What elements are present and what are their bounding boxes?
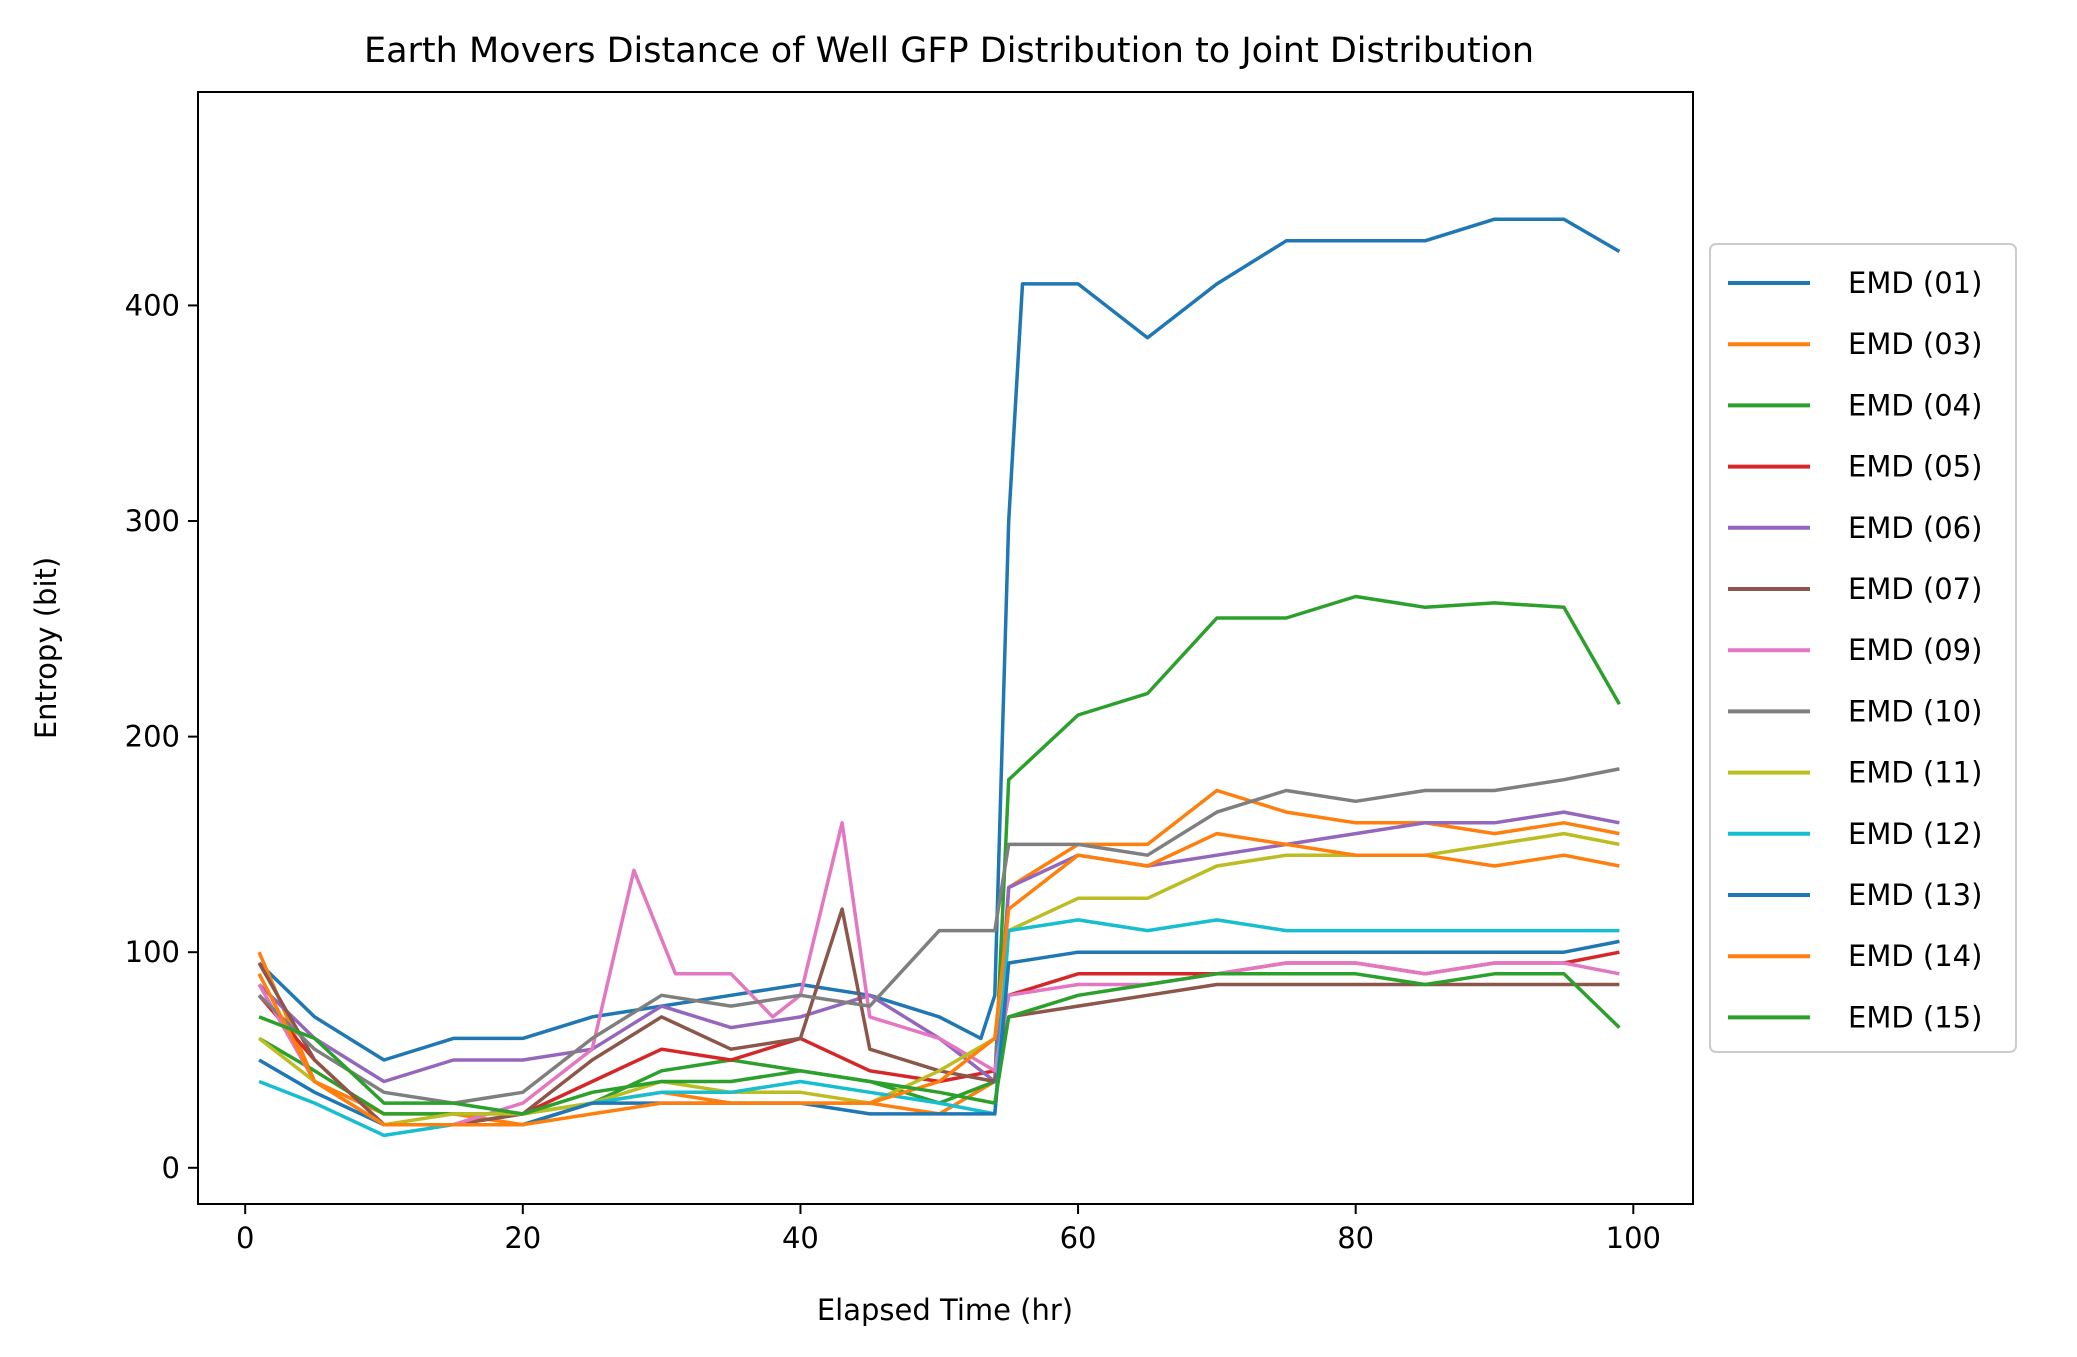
legend-entry: EMD (07) — [1848, 572, 1982, 606]
series-layer — [257, 217, 1621, 1138]
x-tick-label: 40 — [782, 1221, 819, 1255]
x-tick-label: 60 — [1060, 1221, 1097, 1255]
series-line — [257, 217, 1621, 1062]
y-tick-label: 100 — [125, 935, 180, 969]
legend-entry: EMD (04) — [1848, 388, 1982, 422]
series-line — [257, 788, 1620, 1127]
legend-entry: EMD (06) — [1848, 511, 1982, 545]
series-line — [258, 939, 1620, 1127]
legend-entry: EMD (09) — [1848, 633, 1982, 667]
x-tick-label: 100 — [1606, 1221, 1661, 1255]
y-tick-label: 400 — [125, 288, 180, 322]
y-tick-label: 300 — [125, 504, 180, 538]
series-line — [257, 821, 1620, 1127]
series-line — [257, 831, 1620, 1127]
legend: EMD (01) EMD (03) EMD (04) EMD (05) EMD (06)… — [1709, 243, 2017, 1053]
legend-entry: EMD (10) — [1848, 694, 1982, 728]
chart-title: Earth Movers Distance of Well GFP Distri… — [364, 31, 1534, 71]
legend-entry: EMD (15) — [1848, 1000, 1982, 1034]
y-axis-label: Entropy (bit) — [29, 557, 63, 739]
legend-entry: EMD (03) — [1848, 327, 1982, 361]
legend-entry: EMD (12) — [1848, 817, 1982, 851]
legend-frame — [1709, 243, 2017, 1053]
x-tick-label: 20 — [504, 1221, 541, 1255]
legend-entry: EMD (01) — [1848, 266, 1982, 300]
x-tick-label: 0 — [236, 1221, 254, 1255]
legend-entry: EMD (05) — [1848, 450, 1982, 484]
x-tick-label: 80 — [1337, 1221, 1374, 1255]
series-line — [257, 767, 1620, 1105]
legend-entry: EMD (11) — [1848, 756, 1982, 790]
plot-frame — [197, 91, 1694, 1205]
series-line — [257, 810, 1620, 1084]
y-tick-label: 200 — [125, 720, 180, 754]
legend-entry: EMD (13) — [1848, 878, 1982, 912]
series-line — [258, 972, 1621, 1116]
y-axis: 0 100 200 300 400 — [125, 288, 198, 1185]
legend-entry: EMD (14) — [1848, 939, 1982, 973]
y-tick-label: 0 — [162, 1151, 180, 1185]
x-axis: 0 20 40 60 80 100 — [236, 1204, 1661, 1255]
x-axis-label: Elapsed Time (hr) — [817, 1293, 1073, 1327]
